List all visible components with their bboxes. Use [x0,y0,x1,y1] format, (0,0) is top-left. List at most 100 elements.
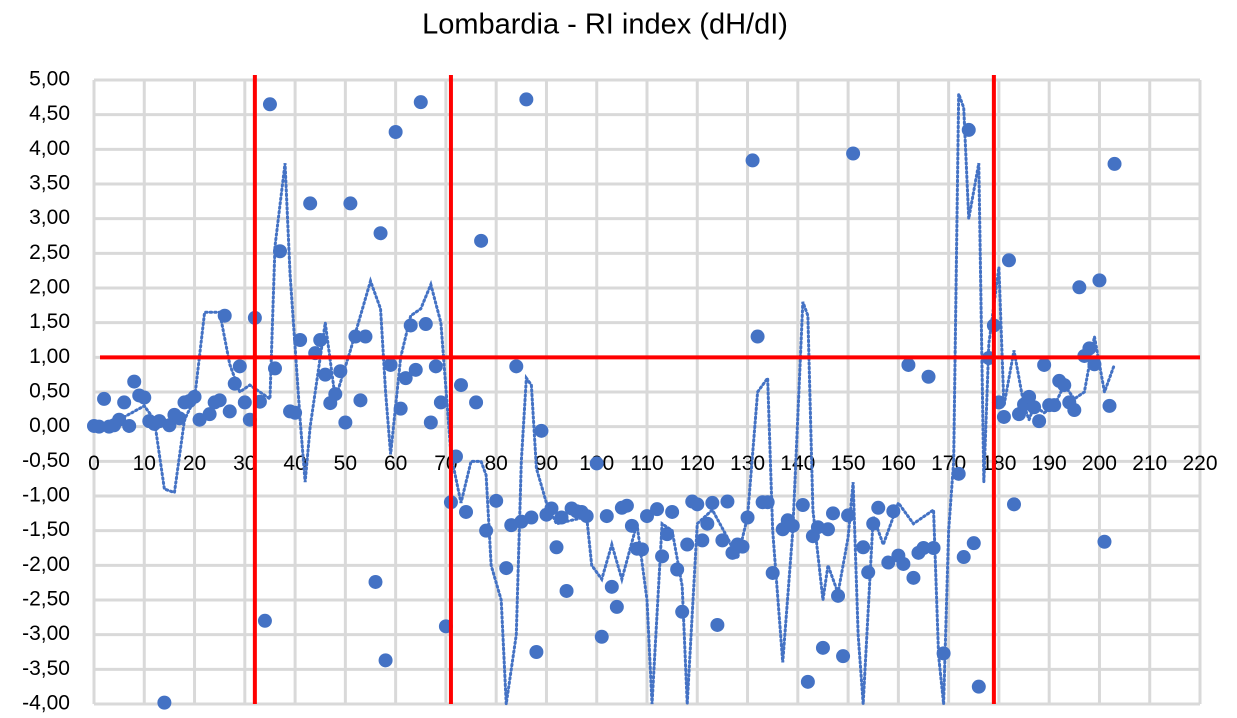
data-point [836,649,851,664]
data-point [760,495,775,510]
data-point [1102,398,1117,413]
data-point [926,541,941,555]
data-point [222,404,237,419]
data-point [328,387,343,402]
y-tick-label: -3,00 [22,622,70,645]
data-point [1032,414,1047,429]
y-tick-label: 3,00 [29,206,70,229]
data-point [217,308,232,323]
data-point [433,395,448,410]
data-point [348,329,363,344]
data-point [921,369,936,384]
data-point [509,359,524,374]
data-point [795,498,810,513]
data-point [474,233,489,248]
data-point [720,494,735,509]
data-point [1006,497,1021,512]
data-point [202,407,217,422]
data-point [619,498,634,513]
y-tick-label: -1,00 [22,484,70,507]
data-point [408,362,423,377]
x-tick-label: 180 [981,452,1016,475]
data-point [961,122,976,137]
x-tick-label: 90 [535,452,558,475]
data-point [901,357,916,372]
data-point [826,506,841,521]
data-point [453,378,468,393]
data-point [288,405,303,420]
data-point [378,653,393,668]
data-point [670,562,685,577]
data-point [735,539,750,554]
data-point [951,466,966,481]
data-point [680,537,695,552]
data-point [1072,280,1087,295]
data-point [1057,378,1072,393]
y-tick-label: -3,50 [22,657,70,680]
data-point [740,510,755,525]
data-point [227,376,242,391]
data-point [589,456,604,471]
x-tick-label: 60 [384,452,407,475]
data-point [267,361,282,376]
data-point [1067,403,1082,418]
data-point [1027,400,1042,415]
x-tick-label: 160 [881,452,916,475]
data-point [705,495,720,510]
data-point [695,533,710,548]
data-point [343,196,358,211]
x-tick-label: 110 [630,452,663,475]
y-tick-label: -1,50 [22,518,70,541]
data-point [861,565,876,580]
data-point [459,504,474,519]
data-point [831,588,846,603]
data-point [237,395,252,410]
data-point [800,674,815,689]
data-point [172,411,187,426]
data-point [353,393,368,408]
y-tick-label: 0,50 [29,380,70,403]
data-point [866,516,881,531]
data-point [700,516,715,531]
x-tick-label: 130 [730,452,765,475]
data-point [1047,398,1062,413]
y-tick-label: 5,00 [29,68,70,91]
data-point [92,419,107,434]
data-point [293,333,308,347]
data-point [966,536,981,551]
data-point [1097,534,1112,549]
y-tick-label: -4,00 [22,692,70,715]
data-point [675,604,690,619]
data-point [841,508,856,523]
data-point [232,359,247,374]
data-point [916,541,931,555]
data-point [579,509,594,524]
data-point [413,95,428,110]
data-point [599,509,614,524]
data-point [715,533,730,548]
y-tick-label: -2,00 [22,553,70,576]
x-tick-label: 120 [680,452,715,475]
y-tick-label: 1,50 [29,310,70,333]
y-tick-label: 3,50 [29,172,70,195]
data-point [97,391,112,406]
data-point [313,333,328,347]
data-point [820,522,835,537]
data-point [262,97,277,112]
data-point [373,226,388,241]
data-point [423,415,438,430]
data-point [388,125,403,139]
y-tick-label: 0,00 [29,414,70,437]
data-point [604,579,619,594]
data-point [257,613,272,628]
data-point [871,500,886,515]
data-point [398,371,413,386]
x-tick-label: 150 [831,452,866,475]
data-point [273,244,288,259]
data-point [765,565,780,580]
x-tick-label: 220 [1182,452,1217,475]
data-point [936,646,951,661]
data-point [554,510,569,525]
data-point [534,423,549,438]
